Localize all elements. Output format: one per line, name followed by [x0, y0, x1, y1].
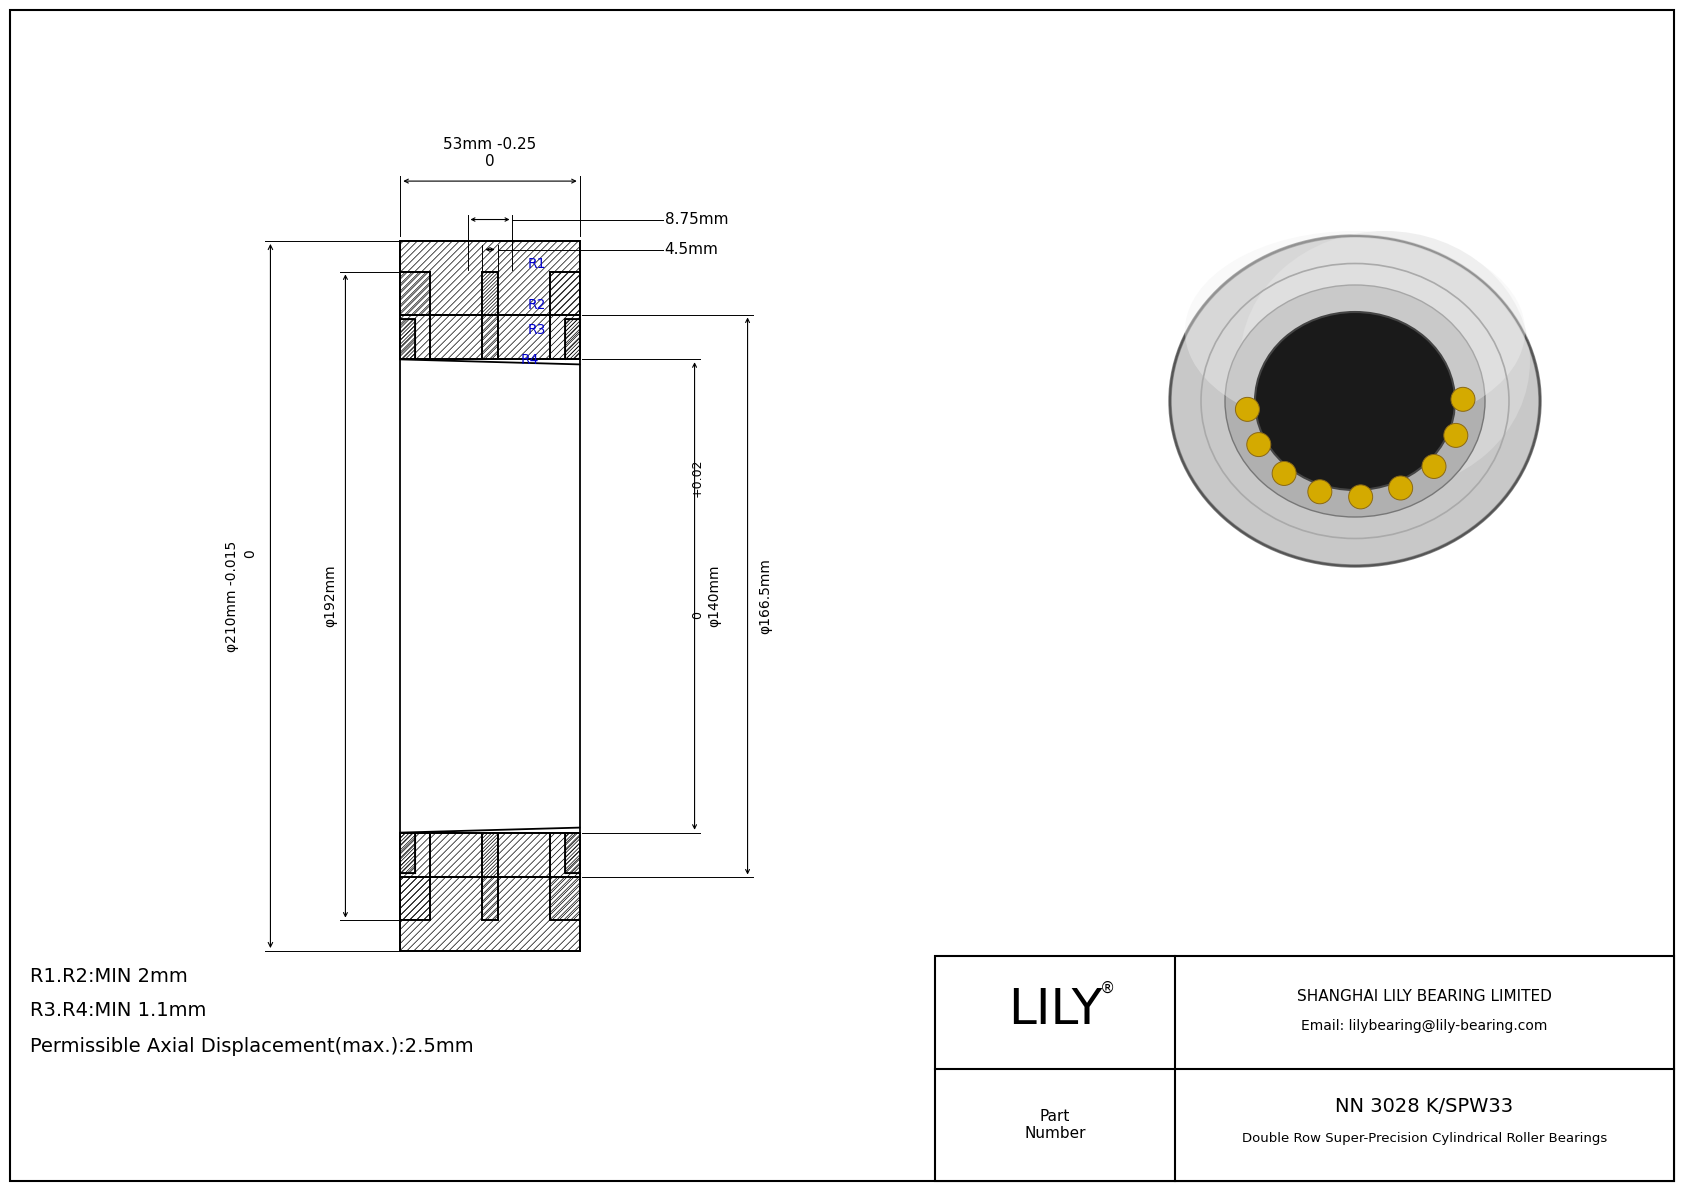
- Circle shape: [1271, 461, 1297, 486]
- Bar: [482, 272, 497, 360]
- Circle shape: [1421, 455, 1447, 479]
- Bar: [401, 833, 416, 873]
- Bar: [564, 319, 579, 360]
- Text: φ192mm: φ192mm: [323, 565, 337, 628]
- Circle shape: [1246, 432, 1271, 456]
- Bar: [401, 319, 416, 360]
- Text: R1: R1: [527, 256, 546, 270]
- Text: R2: R2: [527, 298, 546, 312]
- Bar: [935, 956, 1674, 1181]
- Text: NN 3028 K/SPW33: NN 3028 K/SPW33: [1335, 1097, 1514, 1116]
- Bar: [564, 833, 579, 873]
- Text: Email: lilybearing@lily-bearing.com: Email: lilybearing@lily-bearing.com: [1302, 1019, 1548, 1034]
- Bar: [429, 833, 551, 878]
- Text: Permissible Axial Displacement(max.):2.5mm: Permissible Axial Displacement(max.):2.5…: [30, 1036, 473, 1055]
- Bar: [401, 878, 579, 950]
- Text: Part
Number: Part Number: [1024, 1109, 1086, 1141]
- Bar: [551, 833, 579, 921]
- Text: φ166.5mm: φ166.5mm: [758, 559, 773, 634]
- Text: R4: R4: [520, 353, 539, 367]
- Bar: [429, 314, 551, 360]
- Text: 0: 0: [485, 154, 495, 169]
- Ellipse shape: [1255, 312, 1455, 490]
- Text: 8.75mm: 8.75mm: [665, 212, 727, 227]
- Bar: [551, 272, 579, 360]
- Text: R1.R2:MIN 2mm: R1.R2:MIN 2mm: [30, 967, 187, 985]
- Text: 4.5mm: 4.5mm: [665, 242, 719, 257]
- Bar: [401, 833, 429, 921]
- Bar: [401, 241, 579, 314]
- Ellipse shape: [1224, 285, 1485, 517]
- Circle shape: [1389, 476, 1413, 500]
- Text: ®: ®: [1100, 980, 1115, 996]
- Bar: [551, 833, 579, 921]
- Bar: [401, 833, 416, 873]
- Ellipse shape: [1255, 312, 1455, 490]
- Bar: [401, 833, 429, 921]
- Text: R3: R3: [527, 323, 546, 337]
- Bar: [551, 272, 579, 360]
- Bar: [401, 241, 579, 314]
- Bar: [429, 833, 551, 878]
- Text: φ140mm: φ140mm: [707, 565, 721, 628]
- Text: 53mm -0.25: 53mm -0.25: [443, 137, 537, 151]
- Bar: [564, 833, 579, 873]
- Text: +0.02: +0.02: [690, 459, 704, 497]
- Bar: [564, 319, 579, 360]
- Text: φ210mm -0.015: φ210mm -0.015: [226, 541, 239, 651]
- Bar: [429, 314, 551, 360]
- Circle shape: [1452, 387, 1475, 411]
- Text: R3.R4:MIN 1.1mm: R3.R4:MIN 1.1mm: [30, 1002, 207, 1021]
- Circle shape: [1443, 424, 1468, 448]
- Text: 0: 0: [244, 549, 258, 557]
- Bar: [401, 878, 579, 950]
- Bar: [401, 272, 429, 360]
- Text: 0: 0: [690, 611, 704, 619]
- Circle shape: [1349, 485, 1372, 509]
- Bar: [401, 319, 416, 360]
- Bar: [401, 360, 579, 833]
- Bar: [482, 272, 497, 360]
- Text: SHANGHAI LILY BEARING LIMITED: SHANGHAI LILY BEARING LIMITED: [1297, 989, 1553, 1004]
- Bar: [401, 272, 429, 360]
- Bar: [482, 833, 497, 921]
- Ellipse shape: [1170, 236, 1539, 566]
- Text: Double Row Super-Precision Cylindrical Roller Bearings: Double Row Super-Precision Cylindrical R…: [1241, 1133, 1607, 1146]
- Bar: [482, 833, 497, 921]
- Text: LILY: LILY: [1009, 986, 1101, 1034]
- Ellipse shape: [1239, 231, 1531, 491]
- Circle shape: [1308, 480, 1332, 504]
- Ellipse shape: [1186, 231, 1526, 431]
- Circle shape: [1236, 398, 1260, 422]
